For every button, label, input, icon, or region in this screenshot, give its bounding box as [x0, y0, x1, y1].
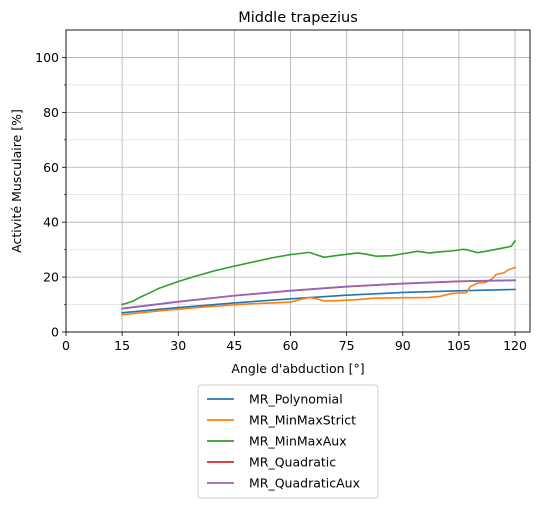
- x-tick-label: 45: [226, 338, 242, 353]
- series-line-mr-polynomial: [121, 288, 516, 314]
- y-tick-label: 100: [35, 50, 59, 65]
- x-tick-label: 105: [447, 338, 471, 353]
- series-line-mr-minmaxaux: [121, 239, 517, 306]
- axis-ticks: 0 15 30 45 60 75 90 105 120 0 20 40 60 80 100: [35, 50, 527, 353]
- x-tick-label: 0: [62, 338, 70, 353]
- x-tick-label: 90: [395, 338, 411, 353]
- legend: MR_Polynomial MR_MinMaxStrict MR_MinMaxAux…: [197, 384, 379, 499]
- legend-label: MR_MinMaxStrict: [249, 413, 356, 428]
- y-tick-label: 60: [43, 160, 59, 175]
- plot-frame: [65, 29, 531, 333]
- y-tick-label: 20: [43, 270, 59, 285]
- series-line-mr-minmaxstrict: [121, 266, 517, 316]
- series-line-mr-quadraticaux: [121, 279, 516, 310]
- x-tick-label: 75: [339, 338, 355, 353]
- legend-box: [197, 384, 379, 499]
- series-lines: [121, 239, 517, 316]
- plot-area: [66, 30, 530, 332]
- chart-title: Middle trapezius: [238, 10, 358, 26]
- legend-label: MR_Polynomial: [249, 392, 343, 407]
- x-tick-label: 120: [503, 338, 527, 353]
- x-tick-label: 30: [170, 338, 186, 353]
- legend-label: MR_MinMaxAux: [249, 434, 347, 449]
- legend-label: MR_QuadraticAux: [249, 476, 360, 491]
- x-tick-label: 60: [283, 338, 299, 353]
- y-tick-label: 40: [43, 215, 59, 230]
- y-tick-label: 80: [43, 105, 59, 120]
- x-tick-label: 15: [114, 338, 130, 353]
- x-axis-label: Angle d'abduction [°]: [231, 361, 364, 376]
- y-tick-label: 0: [51, 325, 59, 340]
- y-axis-label: Activité Musculaire [%]: [9, 109, 24, 253]
- legend-label: MR_Quadratic: [249, 455, 336, 470]
